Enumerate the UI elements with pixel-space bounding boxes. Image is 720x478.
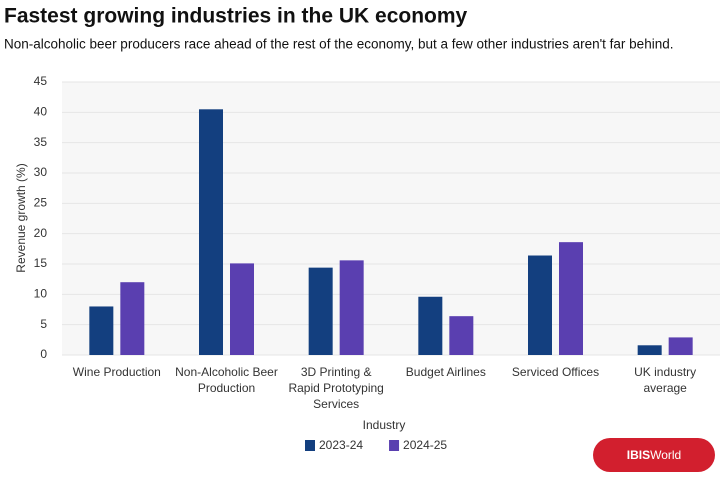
x-tick-label: Non-Alcoholic Beer <box>175 365 278 379</box>
y-tick-label: 30 <box>34 165 48 179</box>
bar <box>449 316 474 355</box>
bar <box>308 267 333 355</box>
legend-swatch <box>389 440 400 451</box>
bar <box>637 345 662 355</box>
x-tick-label: Budget Airlines <box>406 365 486 379</box>
bar <box>528 255 552 355</box>
x-axis-label: Industry <box>363 418 406 432</box>
y-tick-label: 0 <box>40 347 47 361</box>
bar <box>89 306 114 355</box>
bar <box>199 109 223 355</box>
bar <box>230 263 254 355</box>
x-tick-label: Production <box>198 381 255 395</box>
bar <box>339 260 364 355</box>
x-tick-label: 3D Printing & <box>301 365 372 379</box>
chart-subtitle: Non-alcoholic beer producers race ahead … <box>4 37 673 52</box>
chart-title: Fastest growing industries in the UK eco… <box>4 5 468 28</box>
x-tick-label: Wine Production <box>73 365 161 379</box>
x-tick-label: Services <box>313 397 359 411</box>
x-tick-label: average <box>643 381 687 395</box>
y-tick-label: 15 <box>34 256 48 270</box>
y-tick-label: 35 <box>34 135 48 149</box>
bar <box>668 337 693 355</box>
legend-swatch <box>305 440 315 451</box>
bar <box>120 282 145 355</box>
y-axis-label: Revenue growth (%) <box>14 163 28 272</box>
y-tick-label: 45 <box>34 74 48 88</box>
x-tick-label: Serviced Offices <box>512 365 599 379</box>
plot-background <box>62 82 720 355</box>
y-tick-label: 25 <box>34 196 48 210</box>
bar <box>418 296 443 355</box>
y-tick-label: 20 <box>34 226 48 240</box>
y-tick-label: 5 <box>40 317 47 331</box>
logo-badge <box>593 438 715 472</box>
y-tick-label: 10 <box>34 287 48 301</box>
y-tick-label: 40 <box>34 105 48 119</box>
bar <box>559 242 583 355</box>
logo-part: World <box>650 448 681 462</box>
x-tick-label: Rapid Prototyping <box>288 381 383 395</box>
legend-label: 2024-25 <box>403 438 447 452</box>
logo-part: IBIS <box>627 448 650 462</box>
logo: IBISWorld <box>627 448 681 462</box>
x-tick-label: UK industry <box>634 365 696 379</box>
legend-label: 2023-24 <box>319 438 363 452</box>
